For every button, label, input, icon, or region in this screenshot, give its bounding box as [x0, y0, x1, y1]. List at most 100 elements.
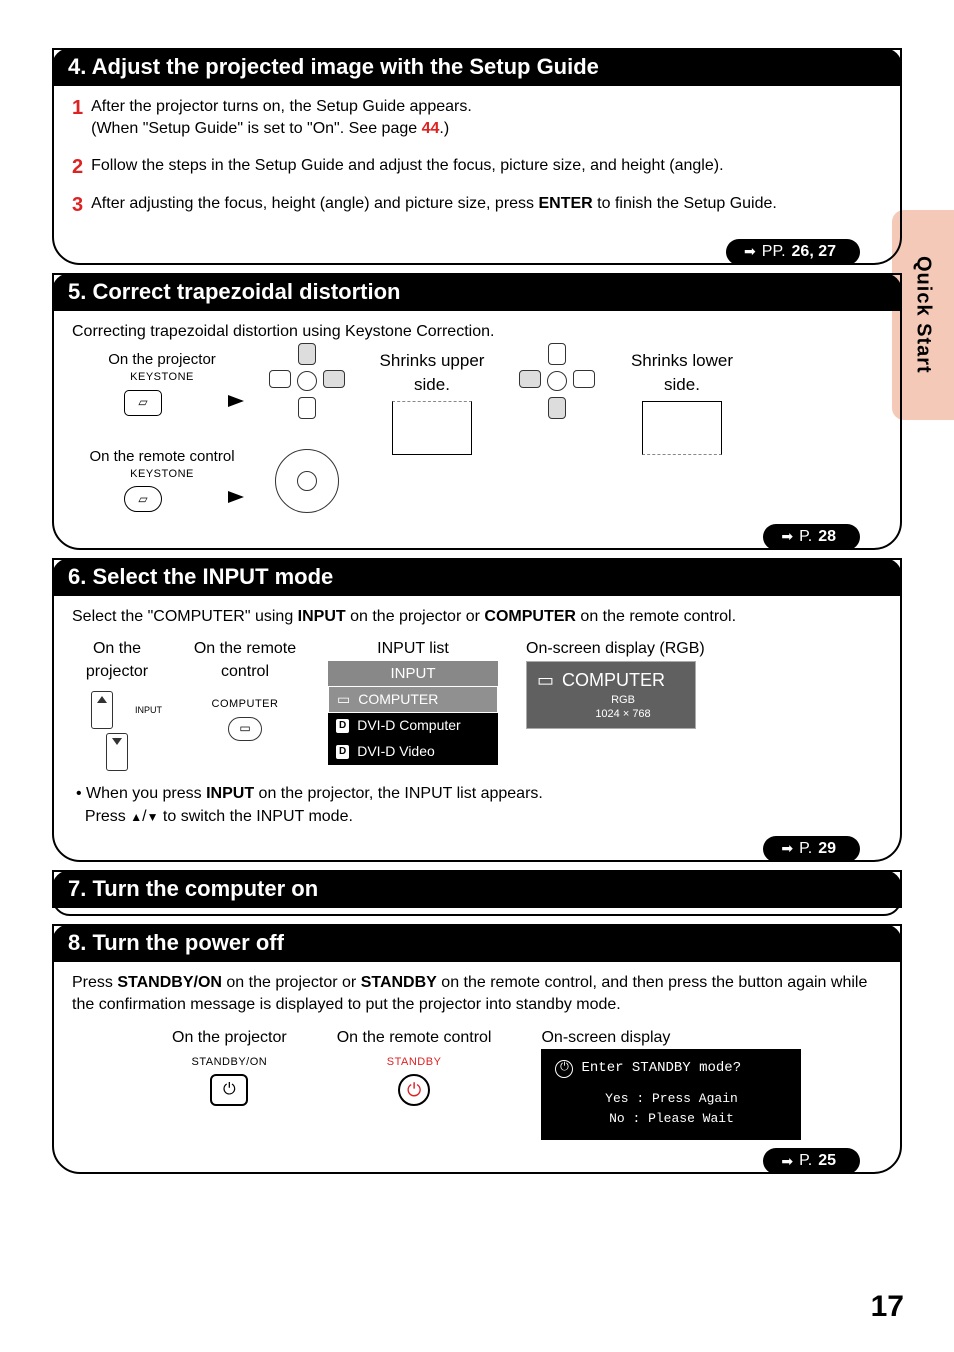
on-remote-col: On the remote control COMPUTER ▭	[190, 638, 300, 744]
standby-on-projector-label: On the projector	[172, 1027, 287, 1049]
s6-intro-a: Select the "COMPUTER" using	[72, 608, 298, 625]
osd-rgb-title-row: ▭ COMPUTER	[537, 668, 685, 693]
standby-label: STANDBY	[337, 1055, 492, 1070]
section-4: 4. Adjust the projected image with the S…	[52, 48, 902, 265]
step-3-number: 3	[72, 193, 83, 217]
on-projector-label: On the projector	[72, 349, 252, 370]
dpad-up-icon	[298, 343, 316, 365]
on-remote-label: On the remote control	[72, 446, 252, 467]
dpad-left-icon	[519, 370, 541, 388]
computer-small-label: COMPUTER	[190, 697, 300, 712]
step-1-line1: After the projector turns on, the Setup …	[91, 98, 472, 115]
osd-rgb-box: ▭ COMPUTER RGB 1024 × 768	[526, 661, 696, 729]
row-computer-label: COMPUTER	[358, 690, 438, 710]
power-icon: ⏻	[555, 1060, 573, 1078]
osd-rgb-col: On-screen display (RGB) ▭ COMPUTER RGB 1…	[526, 638, 705, 728]
ref-page: 28	[818, 528, 836, 546]
standby-button-remote[interactable]: ⏻	[398, 1074, 430, 1106]
osd-rgb-sub1: RGB	[561, 693, 685, 707]
standby-row: On the projector STANDBY/ON ⏻ On the rem…	[72, 1027, 882, 1141]
section-5: 5. Correct trapezoidal distortion Correc…	[52, 273, 902, 550]
standby-remote-col: On the remote control STANDBY ⏻	[337, 1027, 492, 1111]
input-small-label: INPUT	[135, 704, 162, 717]
keystone-button-remote[interactable]: ▱	[124, 486, 162, 512]
input-bullet-note: • When you press INPUT on the projector,…	[72, 783, 882, 828]
input-list-col: INPUT list INPUT ▭ COMPUTER D DVI-D Comp…	[328, 638, 498, 764]
ref-label: PP.	[762, 243, 786, 261]
step-3-c: to finish the Setup Guide.	[593, 195, 777, 212]
keystone-label-1: KEYSTONE	[72, 370, 252, 385]
osd-rgb-title: COMPUTER	[562, 668, 665, 693]
row-dvid-v-label: DVI-D Video	[357, 742, 435, 762]
note-d: Press	[85, 808, 130, 825]
section-6: 6. Select the INPUT mode Select the "COM…	[52, 558, 902, 862]
step-2-text: Follow the steps in the Setup Guide and …	[91, 155, 723, 179]
shrinks-upper-block: Shrinks upper side.	[362, 349, 502, 516]
shrinks-upper-label: Shrinks upper side.	[362, 349, 502, 397]
shrinks-lower-block: Shrinks lower side.	[612, 349, 752, 516]
page-ref-29[interactable]: ➡ P. 29	[763, 836, 860, 862]
section-7-title: 7. Turn the computer on	[52, 870, 902, 908]
step-2: 2 Follow the steps in the Setup Guide an…	[72, 155, 882, 179]
osd-rgb-label: On-screen display (RGB)	[526, 638, 705, 660]
page-ref-28[interactable]: ➡ P. 28	[763, 524, 860, 550]
enter-label: ENTER	[538, 195, 592, 212]
s6-intro-c: on the projector or	[346, 608, 485, 625]
step-1-line2-post: .)	[439, 120, 449, 137]
osd-standby-yes: Yes : Press Again	[555, 1089, 787, 1110]
note-b: INPUT	[206, 785, 254, 802]
section-5-body: Correcting trapezoidal distortion using …	[54, 311, 900, 520]
s6-intro-d: COMPUTER	[484, 608, 576, 625]
dpad-right-icon	[323, 370, 345, 388]
triangle-up-icon	[130, 808, 142, 825]
dpad-left-icon	[269, 370, 291, 388]
section-8-intro: Press STANDBY/ON on the projector or STA…	[72, 972, 882, 1017]
keystone-diagram: On the projector KEYSTONE ▱ On the remot…	[72, 349, 882, 516]
keystone-button-projector[interactable]: ▱	[124, 390, 162, 416]
osd-standby-col: On-screen display ⏻ Enter STANDBY mode? …	[541, 1027, 801, 1141]
input-list-row-dvid-video[interactable]: D DVI-D Video	[328, 739, 498, 765]
arrow-icon: ➡	[744, 243, 756, 260]
s8-c: on the projector or	[222, 974, 361, 991]
page-ref-26-27[interactable]: ➡ PP. 26, 27	[726, 239, 860, 265]
input-up-button[interactable]	[91, 691, 113, 729]
page: Quick Start 4. Adjust the projected imag…	[0, 0, 954, 1352]
d-badge-icon: D	[336, 745, 349, 759]
section-7: 7. Turn the computer on	[52, 870, 902, 916]
step-1-text: After the projector turns on, the Setup …	[91, 96, 472, 141]
keystone-label-2: KEYSTONE	[72, 467, 252, 482]
section-5-intro: Correcting trapezoidal distortion using …	[72, 321, 882, 343]
osd-standby-no: No : Please Wait	[555, 1109, 787, 1130]
shrinks-lower-label: Shrinks lower side.	[612, 349, 752, 397]
input-list-row-computer[interactable]: ▭ COMPUTER	[328, 686, 498, 714]
step-3-a: After adjusting the focus, height (angle…	[91, 195, 538, 212]
on-remote-label: On the remote control	[190, 638, 300, 683]
section-8: 8. Turn the power off Press STANDBY/ON o…	[52, 924, 902, 1174]
computer-button-remote[interactable]: ▭	[228, 717, 262, 741]
s8-d: STANDBY	[361, 974, 437, 991]
monitor-icon: ▭	[537, 668, 554, 693]
ref-label: P.	[799, 1152, 812, 1170]
section-6-intro: Select the "COMPUTER" using INPUT on the…	[72, 606, 882, 628]
ref-page: 25	[818, 1152, 836, 1170]
page-link-44[interactable]: 44	[422, 120, 440, 137]
on-projector-label: On the projector	[72, 638, 162, 683]
controls-column: On the projector KEYSTONE ▱ On the remot…	[72, 349, 252, 516]
section-4-body: 1 After the projector turns on, the Setu…	[54, 86, 900, 235]
on-projector-col: On the projector INPUT	[72, 638, 162, 773]
dpad-down-icon	[298, 397, 316, 419]
dpad-center-icon	[297, 371, 317, 391]
step-3: 3 After adjusting the focus, height (ang…	[72, 193, 882, 217]
osd-standby-label: On-screen display	[541, 1027, 801, 1049]
input-list-label: INPUT list	[328, 638, 498, 660]
page-ref-25[interactable]: ➡ P. 25	[763, 1148, 860, 1174]
step-2-number: 2	[72, 155, 83, 179]
dpad-right-icon	[573, 370, 595, 388]
standby-on-button-projector[interactable]: ⏻	[210, 1074, 248, 1106]
input-down-button[interactable]	[106, 733, 128, 771]
trapezoid-upper-icon	[392, 401, 472, 455]
ref-pages: 26, 27	[792, 243, 836, 261]
input-list-row-dvid-computer[interactable]: D DVI-D Computer	[328, 713, 498, 739]
arrow-icon	[220, 392, 252, 413]
side-tab-label: Quick Start	[912, 256, 935, 374]
